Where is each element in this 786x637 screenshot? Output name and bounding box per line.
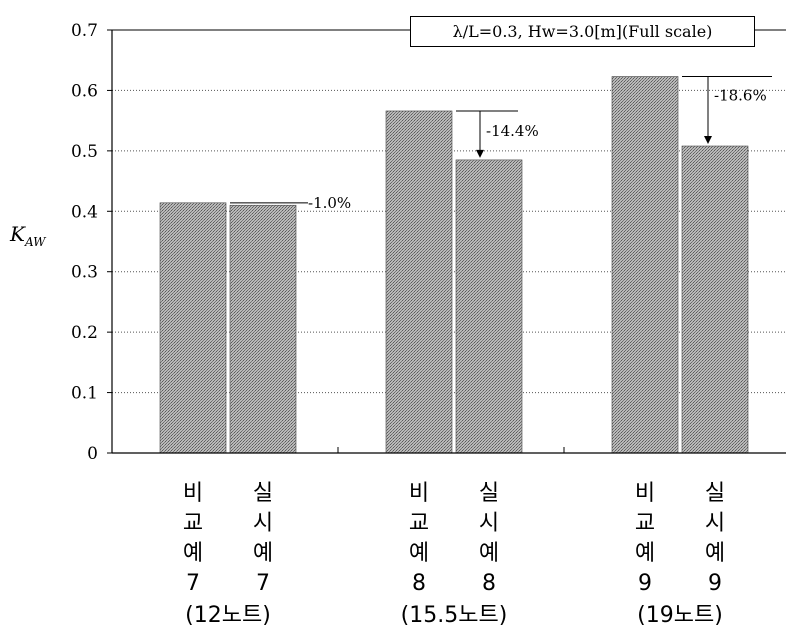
category-label-char: 7 bbox=[186, 571, 200, 596]
category-label-char: 실 bbox=[253, 481, 273, 506]
speed-label: (12노트) bbox=[185, 603, 271, 628]
y-tick-label: 0.1 bbox=[71, 384, 98, 404]
category-label-char: 예 bbox=[409, 541, 429, 566]
arrow-head bbox=[476, 149, 484, 158]
y-axis-label-main: K bbox=[10, 222, 25, 246]
y-tick-label: 0.7 bbox=[71, 21, 98, 41]
y-tick-label: 0.2 bbox=[71, 323, 98, 343]
arrow-head bbox=[704, 136, 712, 145]
category-label-char: 실 bbox=[479, 481, 499, 506]
category-label-char: 시 bbox=[253, 511, 273, 536]
bar bbox=[681, 145, 749, 454]
bar bbox=[455, 159, 523, 454]
axes bbox=[107, 29, 786, 454]
category-label-char: 실 bbox=[705, 481, 725, 506]
bar bbox=[611, 76, 679, 454]
y-tick-label: 0 bbox=[87, 444, 98, 464]
category-label-char: 교 bbox=[409, 511, 429, 536]
category-label-char: 예 bbox=[253, 541, 273, 566]
category-label-char: 8 bbox=[482, 571, 496, 596]
bar bbox=[229, 204, 297, 454]
category-label-char: 9 bbox=[708, 571, 722, 596]
bar bbox=[159, 202, 227, 454]
change-label: -1.0% bbox=[308, 194, 351, 212]
y-tick-label: 0.5 bbox=[71, 142, 98, 162]
y-tick-label: 0.4 bbox=[71, 202, 98, 222]
speed-label: (19노트) bbox=[637, 603, 723, 628]
y-tick-label: 0.3 bbox=[71, 263, 98, 283]
legend-text: λ/L=0.3, Hw=3.0[m](Full scale) bbox=[452, 22, 713, 41]
y-tick-labels: 0 0.1 0.2 0.3 0.4 0.5 0.6 0.7 bbox=[71, 21, 98, 464]
category-label-char: 교 bbox=[183, 511, 203, 536]
y-axis-label-sub: AW bbox=[24, 235, 46, 249]
category-label-char: 비 bbox=[635, 481, 655, 506]
speed-label: (15.5노트) bbox=[401, 603, 508, 628]
change-label: -18.6% bbox=[714, 87, 767, 105]
category-label-char: 비 bbox=[183, 481, 203, 506]
change-label: -14.4% bbox=[486, 122, 539, 140]
bars bbox=[159, 76, 749, 454]
change-annotations: -1.0% -14.4% -18.6% bbox=[230, 76, 772, 212]
category-labels: 비교예7실시예7(12노트)비교예8실시예8(15.5노트)비교예9실시예9(1… bbox=[183, 481, 725, 628]
category-label-char: 8 bbox=[412, 571, 426, 596]
bar bbox=[385, 110, 453, 454]
category-label-char: 예 bbox=[183, 541, 203, 566]
category-label-char: 예 bbox=[705, 541, 725, 566]
legend-box: λ/L=0.3, Hw=3.0[m](Full scale) bbox=[410, 16, 755, 47]
category-label-char: 9 bbox=[638, 571, 652, 596]
category-label-char: 시 bbox=[705, 511, 725, 536]
category-label-char: 7 bbox=[256, 571, 270, 596]
category-label-char: 시 bbox=[479, 511, 499, 536]
y-axis-label: KAW bbox=[10, 222, 45, 249]
category-label-char: 예 bbox=[635, 541, 655, 566]
category-label-char: 교 bbox=[635, 511, 655, 536]
category-label-char: 예 bbox=[479, 541, 499, 566]
y-tick-label: 0.6 bbox=[71, 81, 98, 101]
category-label-char: 비 bbox=[409, 481, 429, 506]
